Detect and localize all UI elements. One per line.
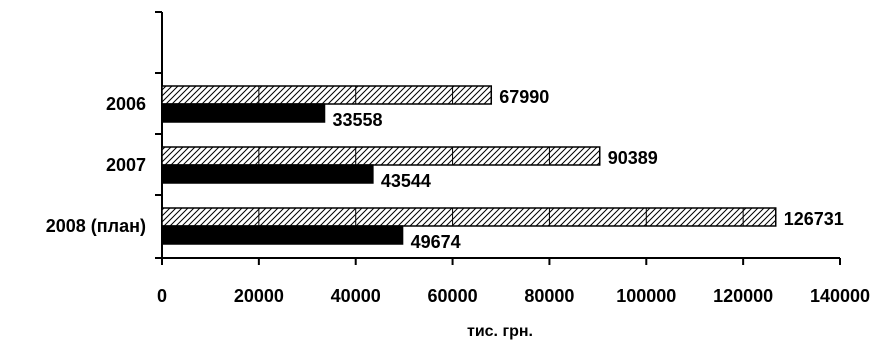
bar-series1-2007 xyxy=(161,146,601,166)
x-tick-label-60000: 60000 xyxy=(428,286,478,306)
x-tick-label-140000: 140000 xyxy=(810,286,870,306)
data-label-series1-2006: 67990 xyxy=(499,87,549,107)
x-axis-title: тис. грн. xyxy=(467,323,533,340)
x-tick-label-0: 0 xyxy=(157,286,167,306)
bar-series1-2008 xyxy=(161,207,777,227)
labels: 0 20000 40000 60000 80000 100000 120000 140000 2… xyxy=(46,87,870,306)
bar-series2-2006 xyxy=(161,103,326,123)
x-tick-label-80000: 80000 xyxy=(524,286,574,306)
category-label-2008: 2008 (план) xyxy=(46,216,146,236)
x-tick-label-100000: 100000 xyxy=(616,286,676,306)
x-tick-label-20000: 20000 xyxy=(234,286,284,306)
x-tick-label-40000: 40000 xyxy=(331,286,381,306)
bars xyxy=(161,85,777,245)
category-label-2007: 2007 xyxy=(106,155,146,175)
category-label-2006: 2006 xyxy=(106,94,146,114)
bar-series2-2007 xyxy=(161,164,374,184)
bar-series1-2006 xyxy=(161,85,493,105)
x-tick-label-120000: 120000 xyxy=(713,286,773,306)
bar-series2-2008 xyxy=(161,225,404,245)
data-label-series1-2008: 126731 xyxy=(784,209,844,229)
data-label-series2-2008: 49674 xyxy=(411,232,461,252)
data-label-series1-2007: 90389 xyxy=(608,148,658,168)
data-label-series2-2007: 43544 xyxy=(381,171,431,191)
data-label-series2-2006: 33558 xyxy=(333,110,383,130)
